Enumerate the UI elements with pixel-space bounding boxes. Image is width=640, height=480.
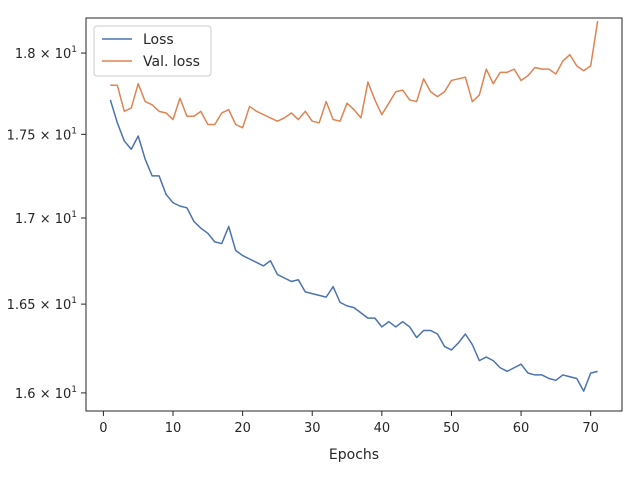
x-tick-label: 20 <box>234 421 251 436</box>
x-axis-label: Epochs <box>329 447 379 463</box>
x-tick-label: 0 <box>99 421 107 436</box>
x-tick-label: 70 <box>582 421 599 436</box>
x-tick-label: 40 <box>374 421 391 436</box>
x-tick-label: 30 <box>304 421 321 436</box>
x-tick-label: 10 <box>165 421 182 436</box>
series-line-loss <box>109 99 598 392</box>
legend: Loss Val. loss <box>93 25 212 77</box>
plot-frame <box>85 17 623 412</box>
x-tick-label: 60 <box>513 421 530 436</box>
series-line-val-loss <box>110 21 599 129</box>
legend-label-loss: Loss <box>143 32 174 48</box>
series-layer <box>109 21 599 392</box>
y-tick-label: 1.8 × 101 <box>15 45 77 62</box>
x-tick-label: 50 <box>443 421 460 436</box>
x-axis: 0 10 20 30 40 50 60 70 <box>99 411 599 436</box>
y-tick-label: 1.6 × 101 <box>15 385 77 402</box>
y-axis: 1.6 × 101 1.65 × 101 1.7 × 101 1.75 × 101 1.… <box>7 45 86 402</box>
y-tick-label: 1.65 × 101 <box>7 296 77 313</box>
legend-label-val-loss: Val. loss <box>143 54 200 70</box>
y-tick-label: 1.75 × 101 <box>7 126 77 143</box>
y-tick-label: 1.7 × 101 <box>15 210 77 227</box>
